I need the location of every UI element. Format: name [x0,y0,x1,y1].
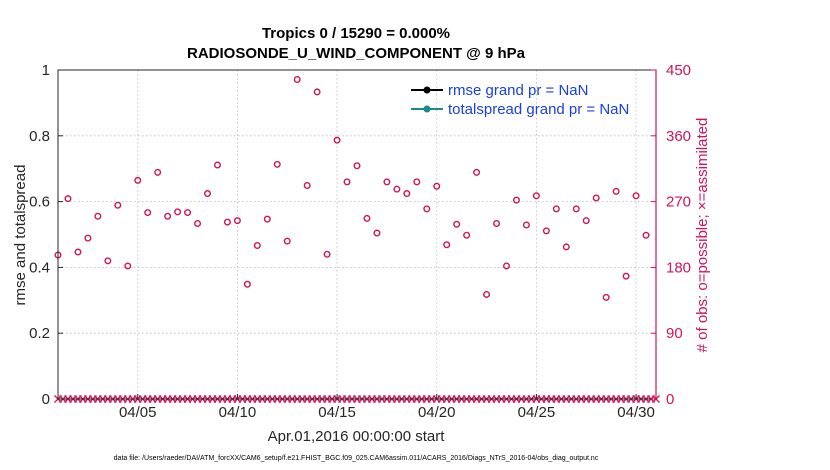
possible-obs-point [233,217,241,225]
right-axis: 0 90 180 270 360 450 [651,62,691,408]
possible-obs-point [124,262,132,270]
possible-obs-point [213,161,221,169]
possible-obs-point [323,250,331,258]
possible-obs-point [552,205,560,213]
possible-obs-point [303,182,311,190]
possible-obs-point [393,185,401,193]
possible-obs-point [403,190,411,198]
legend-rmse-label: rmse grand pr = NaN [448,82,588,99]
possible-obs-point [94,212,102,220]
possible-obs-point [243,280,251,288]
possible-obs-point [273,160,281,168]
left-axis: 0 0.2 0.4 0.6 0.8 1 [29,62,63,408]
possible-obs-point [343,178,351,186]
x-tick-label: 04/25 [518,404,556,421]
y-right-tick-label: 180 [666,259,691,276]
y-axis-label-right: # of obs: o=possible; ×=assimilated [694,118,711,353]
chart-subtitle: RADIOSONDE_U_WIND_COMPONENT @ 9 hPa [187,45,526,62]
y-axis-label-left: rmse and totalspread [12,165,29,306]
possible-obs-point [632,192,640,200]
y-left-tick-label: 0 [42,391,50,408]
possible-obs-point [383,178,391,186]
y-left-tick-label: 0.8 [29,128,50,145]
x-axis: 04/05 04/10 04/15 04/20 04/25 04/30 [119,394,655,421]
possible-obs-point [453,220,461,228]
possible-obs-point [473,168,481,176]
x-tick-label: 04/05 [119,404,157,421]
legend: rmse grand pr = NaN totalspread grand pr… [411,82,629,118]
possible-obs-point [522,221,530,229]
possible-obs-point [532,192,540,200]
possible-obs-point [592,194,600,202]
x-axis-label: Apr.01,2016 00:00:00 start [268,428,446,445]
legend-spread-marker [423,105,431,113]
possible-obs-point [612,187,620,195]
possible-obs-point [363,214,371,222]
y-left-tick-label: 0.4 [29,259,50,276]
possible-obs-point [433,182,441,190]
possible-obs-point [413,178,421,186]
possible-obs-point [64,195,72,203]
y-left-tick-label: 0.6 [29,194,50,211]
possible-obs-point [353,162,361,170]
legend-spread-label: totalspread grand pr = NaN [448,101,629,118]
possible-obs-point [84,234,92,242]
data-file-note: data file: /Users/raeder/DAI/ATM_forcXX/… [114,455,599,462]
y-left-tick-label: 0.2 [29,325,50,342]
possible-obs-point [582,217,590,225]
y-right-tick-label: 360 [666,128,691,145]
possible-obs-point [263,215,271,223]
possible-obs-point [512,196,520,204]
possible-obs-point [493,220,501,228]
possible-obs-point [144,209,152,217]
legend-rmse-marker [423,86,431,94]
possible-obs-point [134,176,142,184]
possible-obs-point [104,257,112,265]
possible-obs-point [114,201,122,209]
grid [58,70,656,399]
y-right-tick-label: 90 [666,325,683,342]
y-right-tick-label: 270 [666,194,691,211]
y-right-tick-label: 450 [666,62,691,79]
possible-obs-point [74,248,82,256]
x-tick-label: 04/20 [418,404,456,421]
possible-obs-point [203,190,211,198]
possible-obs-point [562,243,570,251]
y-left-tick-label: 1 [42,62,50,79]
possible-obs-point [373,229,381,237]
chart-title: Tropics 0 / 15290 = 0.000% [262,25,450,42]
possible-obs-point [194,220,202,228]
y-right-tick-label: 0 [666,391,674,408]
possible-obs-point [313,88,321,96]
possible-obs-point [154,168,162,176]
x-tick-label: 04/10 [219,404,257,421]
x-tick-label: 04/30 [617,404,655,421]
x-tick-label: 04/15 [318,404,356,421]
plot-area [58,70,656,399]
possible-obs-point [443,241,451,249]
possible-obs-point [293,76,301,84]
possible-obs-point [463,231,471,239]
possible-obs-point [184,209,192,217]
possible-obs-point [174,208,182,216]
possible-obs-point [423,205,431,213]
possible-obs-point [503,262,511,270]
possible-obs-point [283,237,291,245]
possible-obs-point [622,272,630,280]
possible-obs-point [483,290,491,298]
possible-obs-point [572,205,580,213]
possible-obs-point [164,212,172,220]
possible-obs-point [602,293,610,301]
possible-obs-point [253,241,261,249]
possible-obs-point [223,218,231,226]
possible-obs-point [542,227,550,235]
possible-obs-point [642,231,650,239]
possible-obs-point [333,136,341,144]
